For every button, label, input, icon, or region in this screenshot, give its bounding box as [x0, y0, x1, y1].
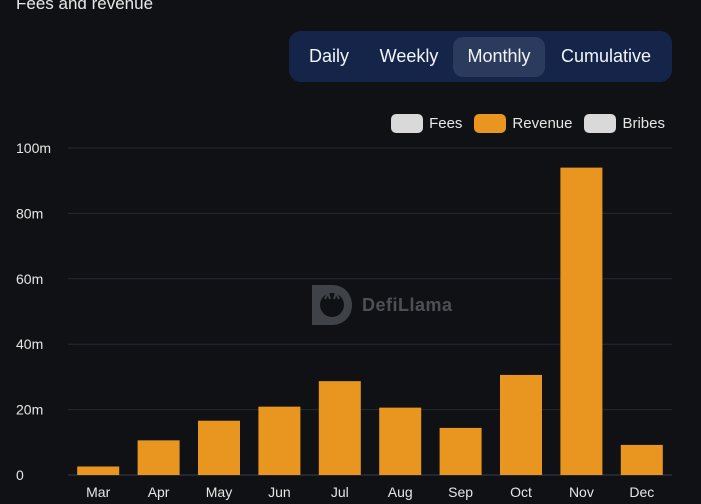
bar-oct[interactable]: [500, 374, 542, 475]
x-tick-label: Dec: [629, 484, 654, 500]
y-tick-label: 80m: [16, 205, 43, 221]
chart-title: Fees and revenue: [16, 0, 154, 13]
y-tick-label: 20m: [16, 402, 43, 418]
x-tick-label: Apr: [148, 484, 170, 500]
tab-monthly[interactable]: Monthly: [453, 36, 545, 77]
legend-item-fees[interactable]: Fees: [391, 114, 462, 133]
chart-legend: Fees Revenue Bribes: [391, 114, 665, 133]
tab-weekly[interactable]: Weekly: [379, 46, 439, 66]
x-tick-label: Nov: [569, 484, 594, 500]
bar-nov[interactable]: [560, 167, 603, 475]
bar-dec[interactable]: [620, 444, 663, 475]
tab-cumulative[interactable]: Cumulative: [560, 46, 652, 66]
x-tick-label: May: [206, 484, 232, 500]
legend-item-bribes[interactable]: Bribes: [584, 114, 665, 133]
watermark-text: DefiLlama: [362, 294, 453, 315]
tab-daily[interactable]: Daily: [308, 46, 349, 66]
llama-logo-icon: [312, 285, 352, 325]
x-tick-label: Oct: [510, 484, 532, 500]
bar-may[interactable]: [198, 420, 240, 475]
x-tick-label: Sep: [448, 484, 473, 500]
y-tick-label: 0: [16, 467, 24, 483]
x-tick-label: Jun: [268, 484, 291, 500]
y-tick-label: 100m: [16, 140, 51, 156]
bar-mar[interactable]: [77, 466, 120, 475]
x-tick-label: Mar: [86, 484, 110, 500]
x-tick-label: Aug: [388, 484, 413, 500]
legend-swatch-fees: [391, 114, 424, 133]
y-tick-label: 40m: [16, 336, 43, 352]
legend-swatch-revenue: [474, 114, 507, 133]
bar-sep[interactable]: [439, 427, 482, 475]
bar-jun[interactable]: [258, 406, 301, 475]
bar-aug[interactable]: [379, 407, 422, 475]
legend-label-fees: Fees: [429, 115, 463, 132]
legend-label-bribes: Bribes: [622, 115, 665, 132]
period-tabs: Daily Weekly Monthly Cumulative: [289, 31, 672, 82]
y-tick-label: 60m: [16, 271, 43, 287]
legend-label-revenue: Revenue: [512, 115, 573, 132]
legend-swatch-bribes: [584, 114, 617, 133]
defillama-watermark: DefiLlama: [308, 279, 453, 331]
x-tick-label: Jul: [331, 484, 349, 500]
bar-apr[interactable]: [137, 440, 180, 475]
bar-jul[interactable]: [318, 381, 361, 475]
legend-item-revenue[interactable]: Revenue: [474, 114, 572, 133]
